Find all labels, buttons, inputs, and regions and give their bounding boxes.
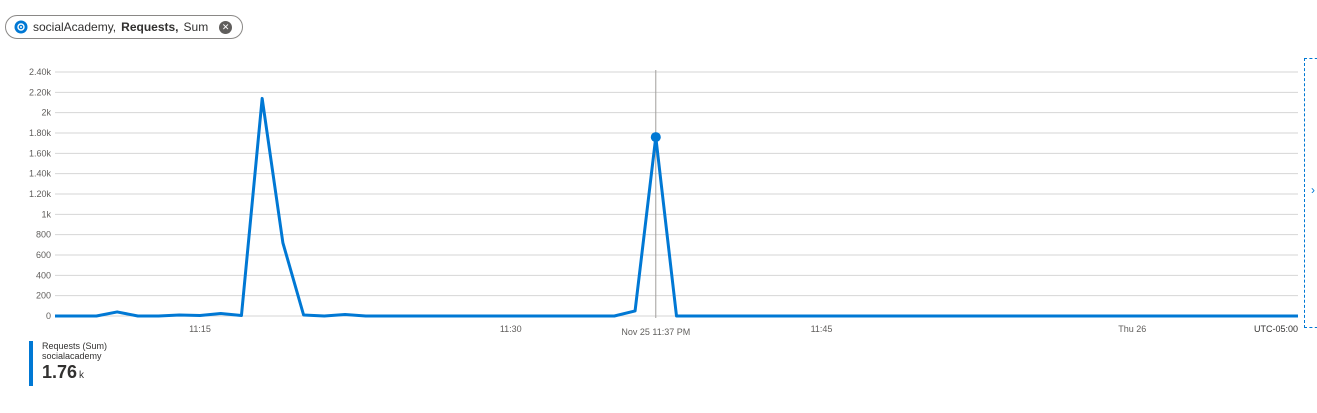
y-tick-label: 2.20k <box>29 87 52 97</box>
x-tick-label: Thu 26 <box>1118 324 1146 334</box>
cursor-time-label: Nov 25 11:37 PM <box>621 327 690 337</box>
timezone-label: UTC-05:00 <box>1254 324 1298 334</box>
y-tick-label: 1.20k <box>29 189 52 199</box>
x-tick-label: 11:30 <box>500 324 522 334</box>
side-panel-drop-zone[interactable] <box>1304 58 1317 328</box>
legend-value: 1.76 k <box>42 362 85 382</box>
legend-title: Requests (Sum) <box>42 341 108 351</box>
y-tick-label: 1.60k <box>29 148 52 158</box>
pill-metric: Requests, <box>121 20 179 34</box>
legend[interactable]: Requests (Sum) socialacademy 1.76 k <box>29 341 107 386</box>
chevron-right-icon[interactable]: › <box>1311 183 1315 197</box>
pill-resource: socialAcademy, <box>33 20 117 34</box>
x-tick-label: 11:45 <box>811 324 833 334</box>
pill-aggregation: Sum <box>183 20 209 34</box>
y-tick-label: 1k <box>41 209 51 219</box>
metric-pill[interactable]: socialAcademy, Requests, Sum ✕ <box>5 15 244 39</box>
y-tick-label: 200 <box>36 291 51 301</box>
y-tick-label: 1.40k <box>29 169 52 179</box>
y-tick-label: 2k <box>41 108 51 118</box>
y-tick-label: 600 <box>36 250 51 260</box>
y-tick-label: 400 <box>36 270 51 280</box>
y-tick-label: 800 <box>36 230 51 240</box>
series-line-requests <box>55 96 1298 318</box>
legend-subtitle: socialacademy <box>42 351 102 361</box>
cursor-point <box>650 132 661 143</box>
app-insights-icon <box>14 20 28 34</box>
y-tick-label: 0 <box>46 311 51 321</box>
y-tick-label: 1.80k <box>29 128 52 138</box>
x-tick-label: 11:15 <box>189 324 211 334</box>
close-icon[interactable]: ✕ <box>219 20 233 34</box>
y-tick-label: 2.40k <box>29 67 52 77</box>
